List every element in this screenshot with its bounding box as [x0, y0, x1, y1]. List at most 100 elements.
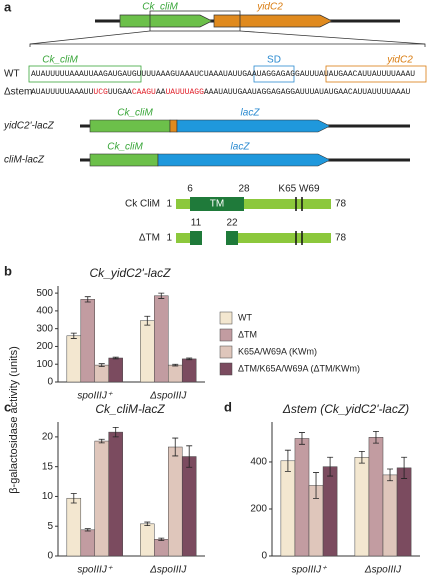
sequence-segment: AUAUUUUUAAAUU: [31, 88, 94, 97]
sequence: AUAUUUUUAAAUUAAGAUGAUGUUUUAAAGUAAAUCUAAA…: [31, 70, 415, 79]
bar: [140, 320, 155, 383]
error-bar: [158, 292, 165, 299]
bar: [354, 457, 370, 557]
error-bar: [298, 432, 305, 445]
y-tick-label: 0: [47, 551, 53, 562]
bar: [94, 364, 109, 383]
construct: cliM-lacZ Ck_cliM lacZ: [4, 142, 410, 167]
x-tick-label: ΔspoIIIJ: [364, 565, 402, 576]
error-bar: [144, 521, 151, 527]
error-bar: [372, 431, 379, 444]
error-bar: [387, 468, 394, 482]
x-tick-label: spoIIIJ⁺: [292, 565, 327, 576]
residue-number: 1: [166, 199, 172, 210]
error-bar: [84, 296, 91, 303]
sequence-segment: AA: [156, 88, 166, 97]
bar: [94, 440, 109, 557]
construct-name: cliM-lacZ: [4, 155, 45, 166]
residue-number: 78: [335, 233, 347, 244]
bar: [108, 357, 123, 383]
construct: yidC2'-lacZ Ck_cliM lacZ: [3, 108, 410, 133]
residue-number: 6: [187, 184, 193, 195]
legend-label: ΔTM/K65A/W69A (ΔTM/KWm): [238, 363, 360, 373]
box-label: Ck_cliM: [42, 55, 78, 66]
bar: [66, 497, 82, 557]
sequence-panel: Ck_cliM SD yidC2 WT AUAUUUUUAAAUUAAGAUGA…: [4, 55, 427, 98]
panel-label: d: [224, 399, 232, 414]
error-bar: [186, 445, 193, 468]
bar: [294, 438, 310, 557]
sequence-segment: UUGAA: [108, 88, 132, 97]
residue-number: 22: [226, 218, 238, 229]
error-bar: [98, 438, 105, 444]
y-tick-label: 200: [36, 341, 53, 352]
part-label: Ck_cliM: [117, 108, 153, 119]
bar: [396, 467, 412, 557]
part-label: Ck_cliM: [107, 142, 143, 153]
box-label: yidC2: [386, 55, 413, 66]
construct-name: yidC2'-lacZ: [3, 121, 55, 132]
x-tick-label: ΔspoIIIJ: [149, 391, 187, 402]
bar: [168, 446, 183, 557]
error-bar: [112, 426, 119, 438]
protein-name: ΔTM: [139, 233, 160, 244]
x-tick-label: spoIIIJ⁺: [77, 391, 112, 402]
bar: [80, 299, 96, 383]
bar: [80, 529, 96, 557]
error-bar: [70, 493, 77, 504]
chart-title: Ck_cliM-lacZ: [95, 402, 165, 416]
residue-number: 28: [238, 184, 250, 195]
part-label: lacZ: [241, 108, 261, 119]
chart-title: Δstem (Ck_yidC2'-lacZ): [282, 402, 409, 416]
bar: [181, 456, 197, 557]
part-label: lacZ: [231, 142, 251, 153]
y-tick-label: 500: [36, 288, 53, 299]
residue-number: 1: [166, 233, 172, 244]
error-bar: [84, 528, 91, 532]
bar: [154, 295, 169, 383]
site-label: K65 W69: [278, 184, 320, 195]
bar: [168, 364, 183, 383]
bar: [280, 460, 296, 557]
y-tick-label: 5: [47, 521, 53, 532]
y-tick-label: 200: [250, 504, 267, 515]
error-bar: [313, 472, 320, 499]
error-bar: [401, 456, 408, 479]
bar: [154, 539, 169, 557]
panel-label: a: [4, 0, 12, 14]
y-tick-label: 15: [42, 461, 54, 472]
bar: [181, 358, 197, 383]
y-tick-label: 0: [47, 377, 53, 388]
error-bar: [98, 363, 105, 367]
legend-swatch: [219, 311, 233, 325]
error-bar: [144, 315, 151, 326]
tm-label: TM: [210, 199, 224, 210]
row-label: Δstem: [4, 87, 32, 98]
bar: [108, 431, 123, 557]
x-tick-label: ΔspoIIIJ: [149, 565, 187, 576]
y-axis-label: β-galactosidase activity (units): [8, 346, 20, 494]
sequence-segment: CAAGU: [132, 88, 156, 97]
error-bar: [112, 356, 119, 360]
protein: Ck CliM 1 TM 6 28 K65 W69 78: [125, 184, 347, 211]
error-bar: [358, 450, 365, 464]
bar: [66, 335, 82, 383]
sequence: AUAUUUUUAAAUUUCGUUGAACAAGUAAUAUUUAGGAAAU…: [31, 88, 411, 97]
panel-label: c: [4, 399, 11, 414]
row-label: WT: [4, 69, 20, 80]
sequence-segment: AUAUUUUUAAAUUAAGAUGAUGUUUUAAAGUAAAUCUAAA…: [31, 70, 415, 79]
sequence-segment: UAUUUAGG: [165, 88, 204, 97]
x-tick-label: spoIIIJ⁺: [77, 565, 112, 576]
legend-label: ΔTM: [238, 329, 257, 339]
y-tick-label: 20: [42, 432, 54, 443]
y-tick-label: 400: [250, 457, 267, 468]
bar: [322, 466, 338, 557]
box-label: SD: [267, 55, 281, 66]
panel-label: b: [4, 263, 12, 278]
y-tick-label: 10: [42, 491, 54, 502]
legend-swatch: [219, 328, 233, 342]
sequence-segment: UCG: [93, 88, 108, 97]
chart-title: Ck_yidC2'-lacZ: [90, 266, 172, 280]
protein: ΔTM 1 11 22 78: [139, 218, 347, 245]
